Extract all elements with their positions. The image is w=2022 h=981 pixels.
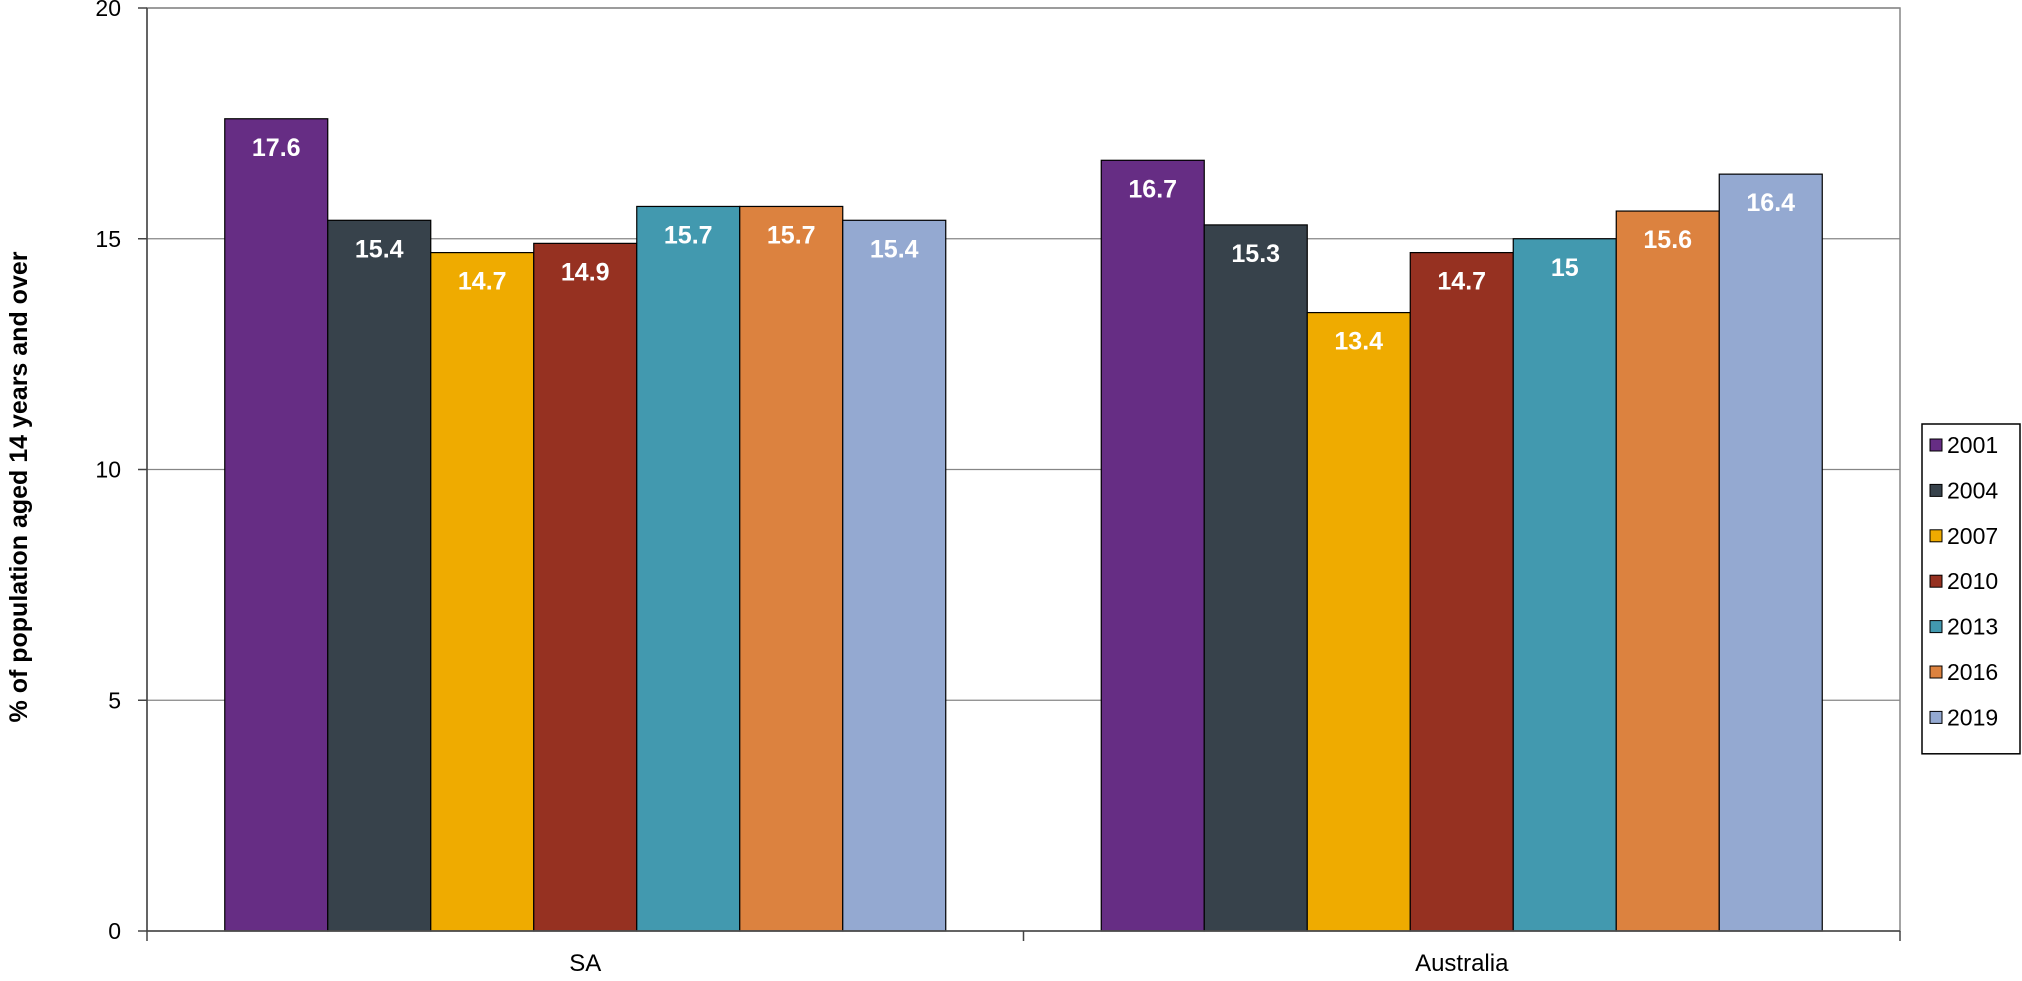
legend-label-2001: 2001 [1947,432,1998,458]
y-tick-label-15: 15 [95,226,121,252]
data-label-sa-2019: 15.4 [870,235,919,263]
bar-sa-2016 [739,205,844,932]
data-label-australia-2001: 16.7 [1128,175,1177,203]
data-label-australia-2013: 15 [1551,254,1579,282]
y-axis-label: % of population aged 14 years and over [5,251,33,722]
legend-label-2004: 2004 [1947,477,1998,503]
data-label-australia-2007: 13.4 [1334,328,1383,356]
bar-australia-2019 [1718,173,1823,932]
legend-swatch-2016 [1929,665,1943,679]
bar-australia-2013 [1512,238,1617,932]
bar-australia-2007 [1306,311,1411,932]
y-tick-label-0: 0 [108,918,121,944]
data-label-australia-2004: 15.3 [1231,240,1280,268]
legend-swatch-2001 [1929,438,1943,452]
legend-swatch-2019 [1929,710,1943,724]
legend-swatch-2013 [1929,620,1943,634]
data-label-sa-2013: 15.7 [664,221,713,249]
legend-label-2016: 2016 [1947,659,1998,685]
bar-sa-2007 [430,251,535,932]
legend-box [1921,423,2021,755]
bar-sa-2004 [327,219,432,932]
bars: 17.6 15.4 14.7 14.9 15.7 15.7 15.4 16.7 15.3 13.4… [224,118,1823,932]
data-label-australia-2019: 16.4 [1746,189,1795,217]
data-label-australia-2010: 14.7 [1437,268,1486,296]
data-label-sa-2001: 17.6 [252,134,301,162]
data-label-sa-2010: 14.9 [561,258,610,286]
x-tick-label-sa: SA [569,950,601,977]
bar-australia-2016 [1615,210,1720,932]
legend: 2001 2004 2007 2010 2013 2016 2019 [1921,423,2021,755]
legend-swatch-2007 [1929,529,1943,543]
bar-sa-2019 [842,219,947,932]
bar-australia-2001 [1100,159,1205,932]
y-tick-label-10: 10 [95,457,121,483]
data-label-sa-2004: 15.4 [355,235,404,263]
data-label-sa-2007: 14.7 [458,268,507,296]
legend-swatch-2004 [1929,483,1943,497]
y-tick-label-5: 5 [108,687,121,713]
bar-australia-2010 [1409,251,1514,932]
bar-sa-2013 [636,205,741,932]
data-label-sa-2016: 15.7 [767,221,816,249]
legend-label-2019: 2019 [1947,704,1998,730]
bar-sa-2001 [224,118,329,932]
legend-label-2007: 2007 [1947,523,1998,549]
legend-label-2010: 2010 [1947,568,1998,594]
bar-australia-2004 [1203,224,1308,932]
data-label-australia-2016: 15.6 [1643,226,1692,254]
legend-label-2013: 2013 [1947,614,1998,640]
y-tick-label-20: 20 [95,0,121,21]
x-tick-label-australia: Australia [1415,950,1509,977]
legend-swatch-2010 [1929,574,1943,588]
axes: 0 5 10 15 20 SA Australia [95,0,1901,977]
bar-sa-2010 [533,242,638,932]
